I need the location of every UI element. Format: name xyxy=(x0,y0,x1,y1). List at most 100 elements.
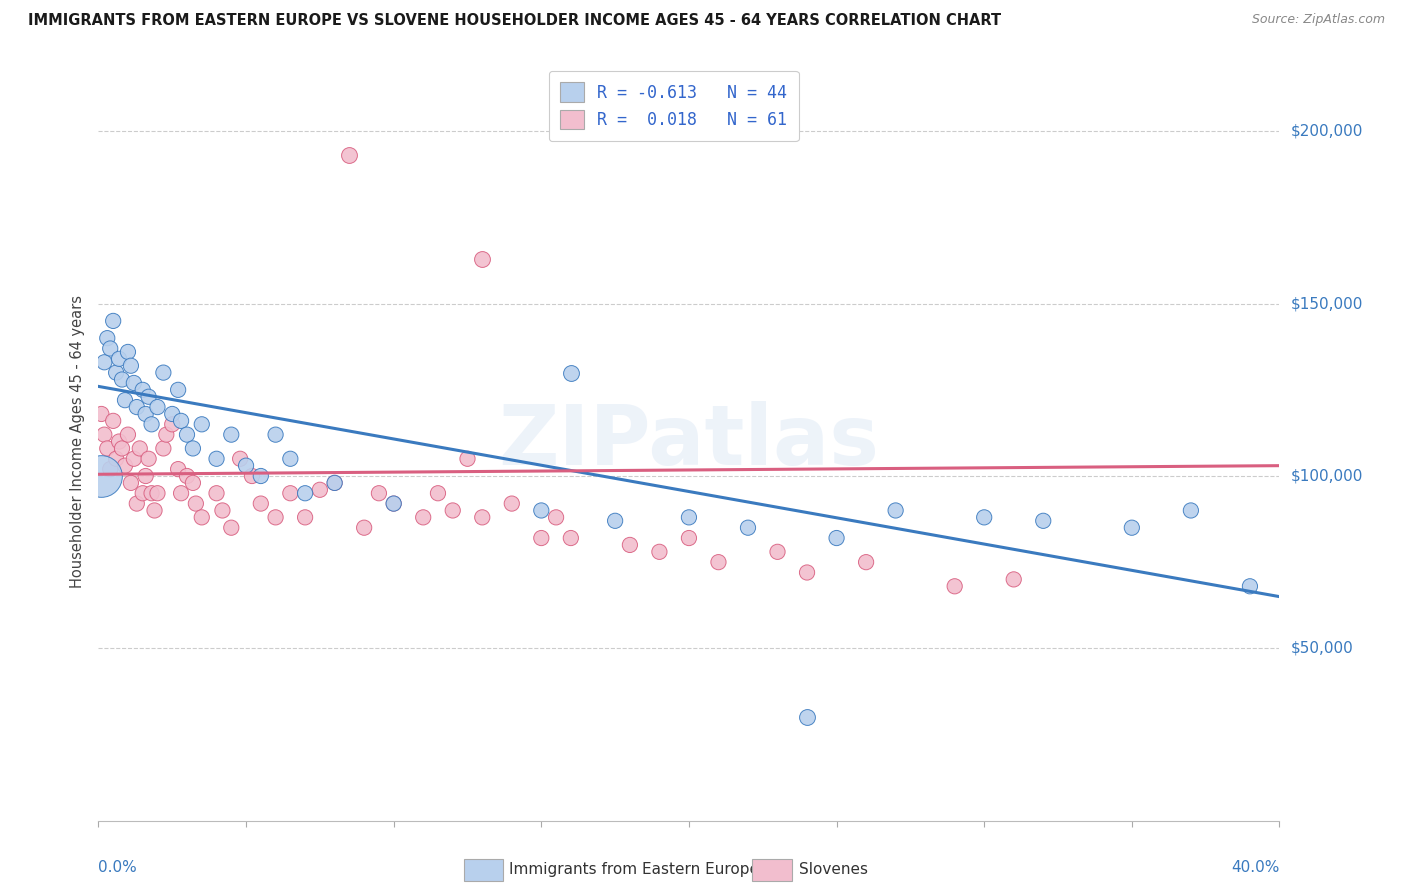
Point xyxy=(339,148,361,162)
Point xyxy=(125,497,148,511)
Point xyxy=(162,407,183,421)
Point xyxy=(240,469,263,483)
Point xyxy=(141,486,163,500)
Point xyxy=(825,531,848,545)
Text: $100,000: $100,000 xyxy=(1291,468,1362,483)
Point xyxy=(412,510,434,524)
Point xyxy=(619,538,641,552)
Point xyxy=(501,497,523,511)
Point xyxy=(560,366,582,380)
Point xyxy=(280,486,302,500)
Point xyxy=(93,427,115,442)
Point xyxy=(943,579,966,593)
Point xyxy=(141,417,163,432)
Point xyxy=(138,390,160,404)
Point xyxy=(132,486,155,500)
Point xyxy=(167,462,190,476)
Point xyxy=(122,451,145,466)
Point xyxy=(152,366,174,380)
Point xyxy=(146,400,169,414)
Point xyxy=(471,252,494,266)
Legend: R = -0.613   N = 44, R =  0.018   N = 61: R = -0.613 N = 44, R = 0.018 N = 61 xyxy=(548,70,799,141)
Point xyxy=(117,427,139,442)
Point xyxy=(167,383,190,397)
Text: Slovenes: Slovenes xyxy=(799,863,868,877)
Text: IMMIGRANTS FROM EASTERN EUROPE VS SLOVENE HOUSEHOLDER INCOME AGES 45 - 64 YEARS : IMMIGRANTS FROM EASTERN EUROPE VS SLOVEN… xyxy=(28,13,1001,29)
Point xyxy=(1239,579,1261,593)
Point xyxy=(1180,503,1202,517)
Text: Source: ZipAtlas.com: Source: ZipAtlas.com xyxy=(1251,13,1385,27)
Point xyxy=(221,427,243,442)
Point xyxy=(560,531,582,545)
Point xyxy=(382,497,405,511)
Point xyxy=(280,451,302,466)
Point xyxy=(90,469,112,483)
Point xyxy=(221,521,243,535)
Point xyxy=(229,451,252,466)
Point xyxy=(103,314,125,328)
Point xyxy=(205,451,228,466)
Point xyxy=(250,497,273,511)
Point xyxy=(114,458,136,473)
Point xyxy=(93,355,115,369)
Point xyxy=(707,555,730,569)
Point xyxy=(155,427,177,442)
Point xyxy=(427,486,450,500)
Text: $200,000: $200,000 xyxy=(1291,124,1362,139)
Point xyxy=(135,469,157,483)
Point xyxy=(98,342,121,356)
Point xyxy=(181,475,204,490)
Point xyxy=(796,566,818,580)
Point xyxy=(111,372,134,386)
Point xyxy=(766,545,789,559)
Point xyxy=(530,531,553,545)
Point xyxy=(457,451,479,466)
Point xyxy=(176,427,198,442)
Point xyxy=(117,345,139,359)
Point xyxy=(235,458,257,473)
Point xyxy=(120,475,142,490)
Point xyxy=(120,359,142,373)
Point xyxy=(170,414,193,428)
Point xyxy=(605,514,627,528)
Point xyxy=(205,486,228,500)
Text: Immigrants from Eastern Europe: Immigrants from Eastern Europe xyxy=(509,863,759,877)
Point xyxy=(122,376,145,390)
Point xyxy=(138,451,160,466)
Point xyxy=(170,486,193,500)
Point xyxy=(471,510,494,524)
Text: 0.0%: 0.0% xyxy=(98,860,138,874)
Point xyxy=(132,383,155,397)
Text: $150,000: $150,000 xyxy=(1291,296,1362,311)
Point xyxy=(264,510,287,524)
Point xyxy=(111,442,134,456)
Point xyxy=(1121,521,1143,535)
Point xyxy=(973,510,995,524)
Point xyxy=(530,503,553,517)
Point xyxy=(353,521,375,535)
Point xyxy=(108,434,131,449)
Point xyxy=(309,483,332,497)
Point xyxy=(162,417,183,432)
Point xyxy=(294,510,316,524)
Point xyxy=(855,555,877,569)
Point xyxy=(96,442,118,456)
Point xyxy=(98,462,121,476)
Point xyxy=(191,510,214,524)
Point xyxy=(648,545,671,559)
Text: $50,000: $50,000 xyxy=(1291,640,1354,656)
Point xyxy=(143,503,166,517)
Text: 40.0%: 40.0% xyxy=(1232,860,1279,874)
Point xyxy=(382,497,405,511)
Point xyxy=(114,393,136,408)
Point xyxy=(108,351,131,366)
Point xyxy=(135,407,157,421)
Y-axis label: Householder Income Ages 45 - 64 years: Householder Income Ages 45 - 64 years xyxy=(70,295,86,588)
Point xyxy=(796,710,818,724)
Point xyxy=(546,510,568,524)
Point xyxy=(441,503,464,517)
Point xyxy=(264,427,287,442)
Point xyxy=(96,331,118,345)
Point xyxy=(737,521,759,535)
Text: ZIPatlas: ZIPatlas xyxy=(499,401,879,482)
